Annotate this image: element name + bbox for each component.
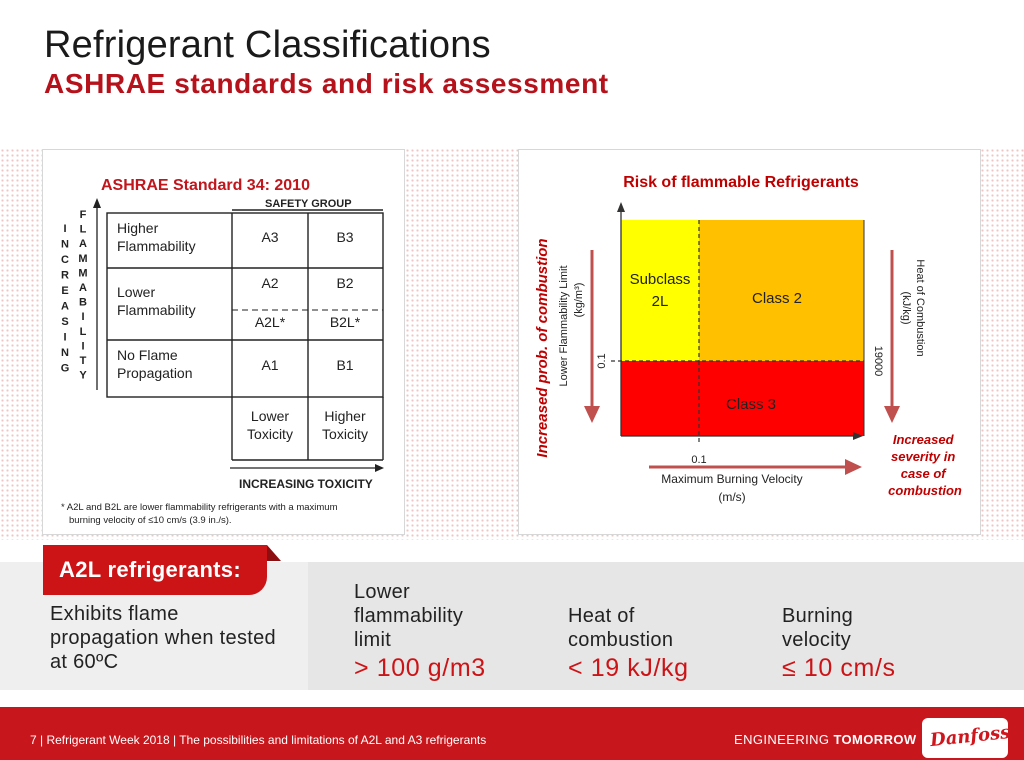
- footer-tagline: ENGINEERING TOMORROW: [734, 732, 917, 747]
- subclass-2l-label: Subclass 2L: [630, 271, 691, 310]
- row-label-lower-flammability: Lower Flammability: [117, 284, 196, 318]
- probability-arrowhead: [584, 406, 600, 423]
- metric-label: Burning velocity: [782, 605, 854, 651]
- metric-lower-flammability-limit: Lower flammability limit > 100 g/m3: [354, 580, 486, 682]
- flammability-arrowhead: [93, 198, 101, 208]
- risk-title: Risk of flammable Refrigerants: [623, 174, 859, 191]
- risk-diagram: Risk of flammable Refrigerants Subclass 2…: [534, 174, 962, 504]
- flammability-letter: I: [81, 340, 84, 352]
- metric-value: > 100 g/m3: [354, 654, 486, 682]
- safety-grid: [106, 212, 384, 461]
- x-axis-arrowhead: [853, 432, 863, 440]
- increased-probability-label: Increased prob. of combustion: [534, 238, 551, 457]
- y-axis-arrowhead: [617, 202, 625, 212]
- col-label-lower-toxicity: Lower Toxicity: [247, 408, 293, 442]
- velocity-arrowhead: [845, 459, 862, 475]
- ashrae-safety-group-diagram: ASHRAE Standard 34: 2010 SAFETY GROUP IN…: [61, 177, 384, 526]
- metric-value: < 19 kJ/kg: [568, 654, 689, 682]
- flammability-letter: M: [78, 267, 87, 279]
- flammability-letter: T: [80, 355, 87, 367]
- flammability-letter: A: [79, 282, 87, 294]
- slide-subtitle: ASHRAE standards and risk assessment: [44, 68, 609, 99]
- y-axis-label-line-2: (kg/m³): [573, 283, 585, 318]
- tagline-normal: ENGINEERING: [734, 732, 834, 747]
- increasing-letter: R: [61, 270, 69, 282]
- metric-label: Lower flammability limit: [354, 581, 464, 651]
- increasing-letter: C: [61, 254, 69, 266]
- safety-group-label: SAFETY GROUP: [265, 198, 352, 210]
- risk-flammable-panel: Risk of flammable Refrigerants Subclass 2…: [518, 149, 981, 535]
- cell-a1: A1: [261, 357, 278, 373]
- a2l-refrigerants-tag: A2L refrigerants:: [43, 545, 267, 595]
- flammability-letter: A: [79, 238, 87, 250]
- increasing-letter: N: [61, 347, 69, 359]
- increasing-letter: A: [61, 301, 69, 313]
- footnote-line-1: * A2L and B2L are lower flammability ref…: [61, 502, 338, 513]
- flammability-letter: L: [80, 224, 87, 236]
- increasing-letter: G: [61, 363, 70, 375]
- a2l-description: Exhibits flame propagation when tested a…: [50, 603, 276, 673]
- cell-b2l: B2L*: [330, 314, 361, 330]
- cell-a2: A2: [261, 275, 278, 291]
- cell-b2: B2: [336, 275, 353, 291]
- cell-b3: B3: [336, 229, 353, 245]
- flammability-letter: B: [79, 297, 87, 309]
- footer-bar: 7 | Refrigerant Week 2018 | The possibil…: [0, 707, 1024, 760]
- class-3-region: [621, 361, 864, 436]
- metric-burning-velocity: Burning velocity ≤ 10 cm/s: [782, 604, 896, 682]
- heat-combustion-tick: 19000: [872, 346, 884, 377]
- severity-label: Increased severity in case of combustion: [888, 432, 962, 498]
- danfoss-logo: Danfoss: [922, 718, 1012, 758]
- footnote-line-2: burning velocity of ≤10 cm/s (3.9 in./s)…: [69, 515, 232, 526]
- tagline-bold: TOMORROW: [833, 732, 917, 747]
- increasing-letter: I: [63, 223, 66, 235]
- class-2-label: Class 2: [752, 290, 802, 307]
- metric-value: ≤ 10 cm/s: [782, 654, 896, 682]
- metric-heat-of-combustion: Heat of combustion < 19 kJ/kg: [568, 604, 689, 682]
- footer-text: 7 | Refrigerant Week 2018 | The possibil…: [30, 733, 487, 747]
- increasing-letter: E: [61, 285, 68, 297]
- flammability-letter: F: [80, 209, 87, 221]
- class-3-label: Class 3: [726, 396, 776, 413]
- heat-combustion-label-line-1: Heat of Combustion: [914, 259, 926, 356]
- y-axis-tick: 0.1: [596, 353, 608, 368]
- x-axis-label-line-2: (m/s): [718, 490, 745, 504]
- flammability-letter: I: [81, 311, 84, 323]
- cell-a3: A3: [261, 229, 278, 245]
- toxicity-arrowhead: [375, 464, 384, 472]
- toxicity-axis-label: INCREASING TOXICITY: [239, 477, 373, 491]
- flammability-letter: L: [80, 326, 87, 338]
- col-label-higher-toxicity: Higher Toxicity: [322, 408, 368, 442]
- y-axis-label-line-1: Lower Flammability Limit: [558, 265, 570, 386]
- increasing-letter: S: [61, 316, 68, 328]
- increasing-vertical-label: INCREASING: [61, 223, 70, 375]
- x-axis-tick: 0.1: [691, 454, 706, 466]
- increasing-letter: I: [63, 332, 66, 344]
- metric-label: Heat of combustion: [568, 605, 674, 651]
- row-label-no-flame-propagation: No Flame Propagation: [117, 347, 193, 381]
- subclass-2l-region: [621, 220, 699, 361]
- ashrae-title: ASHRAE Standard 34: 2010: [101, 177, 310, 194]
- flammability-letter: Y: [79, 370, 87, 382]
- logo-text: Danfoss: [929, 721, 1012, 752]
- severity-arrowhead: [884, 406, 900, 423]
- flammability-letter: M: [78, 253, 87, 265]
- cell-a2l: A2L*: [255, 314, 286, 330]
- row-label-higher-flammability: Higher Flammability: [117, 220, 196, 254]
- class-2-region: [699, 220, 864, 361]
- heat-combustion-label-line-2: (kJ/kg): [900, 292, 912, 325]
- cell-b1: B1: [336, 357, 353, 373]
- increasing-letter: N: [61, 239, 69, 251]
- slide-title: Refrigerant Classifications: [44, 24, 491, 66]
- tag-fold: [267, 545, 281, 561]
- x-axis-label-line-1: Maximum Burning Velocity: [661, 472, 802, 486]
